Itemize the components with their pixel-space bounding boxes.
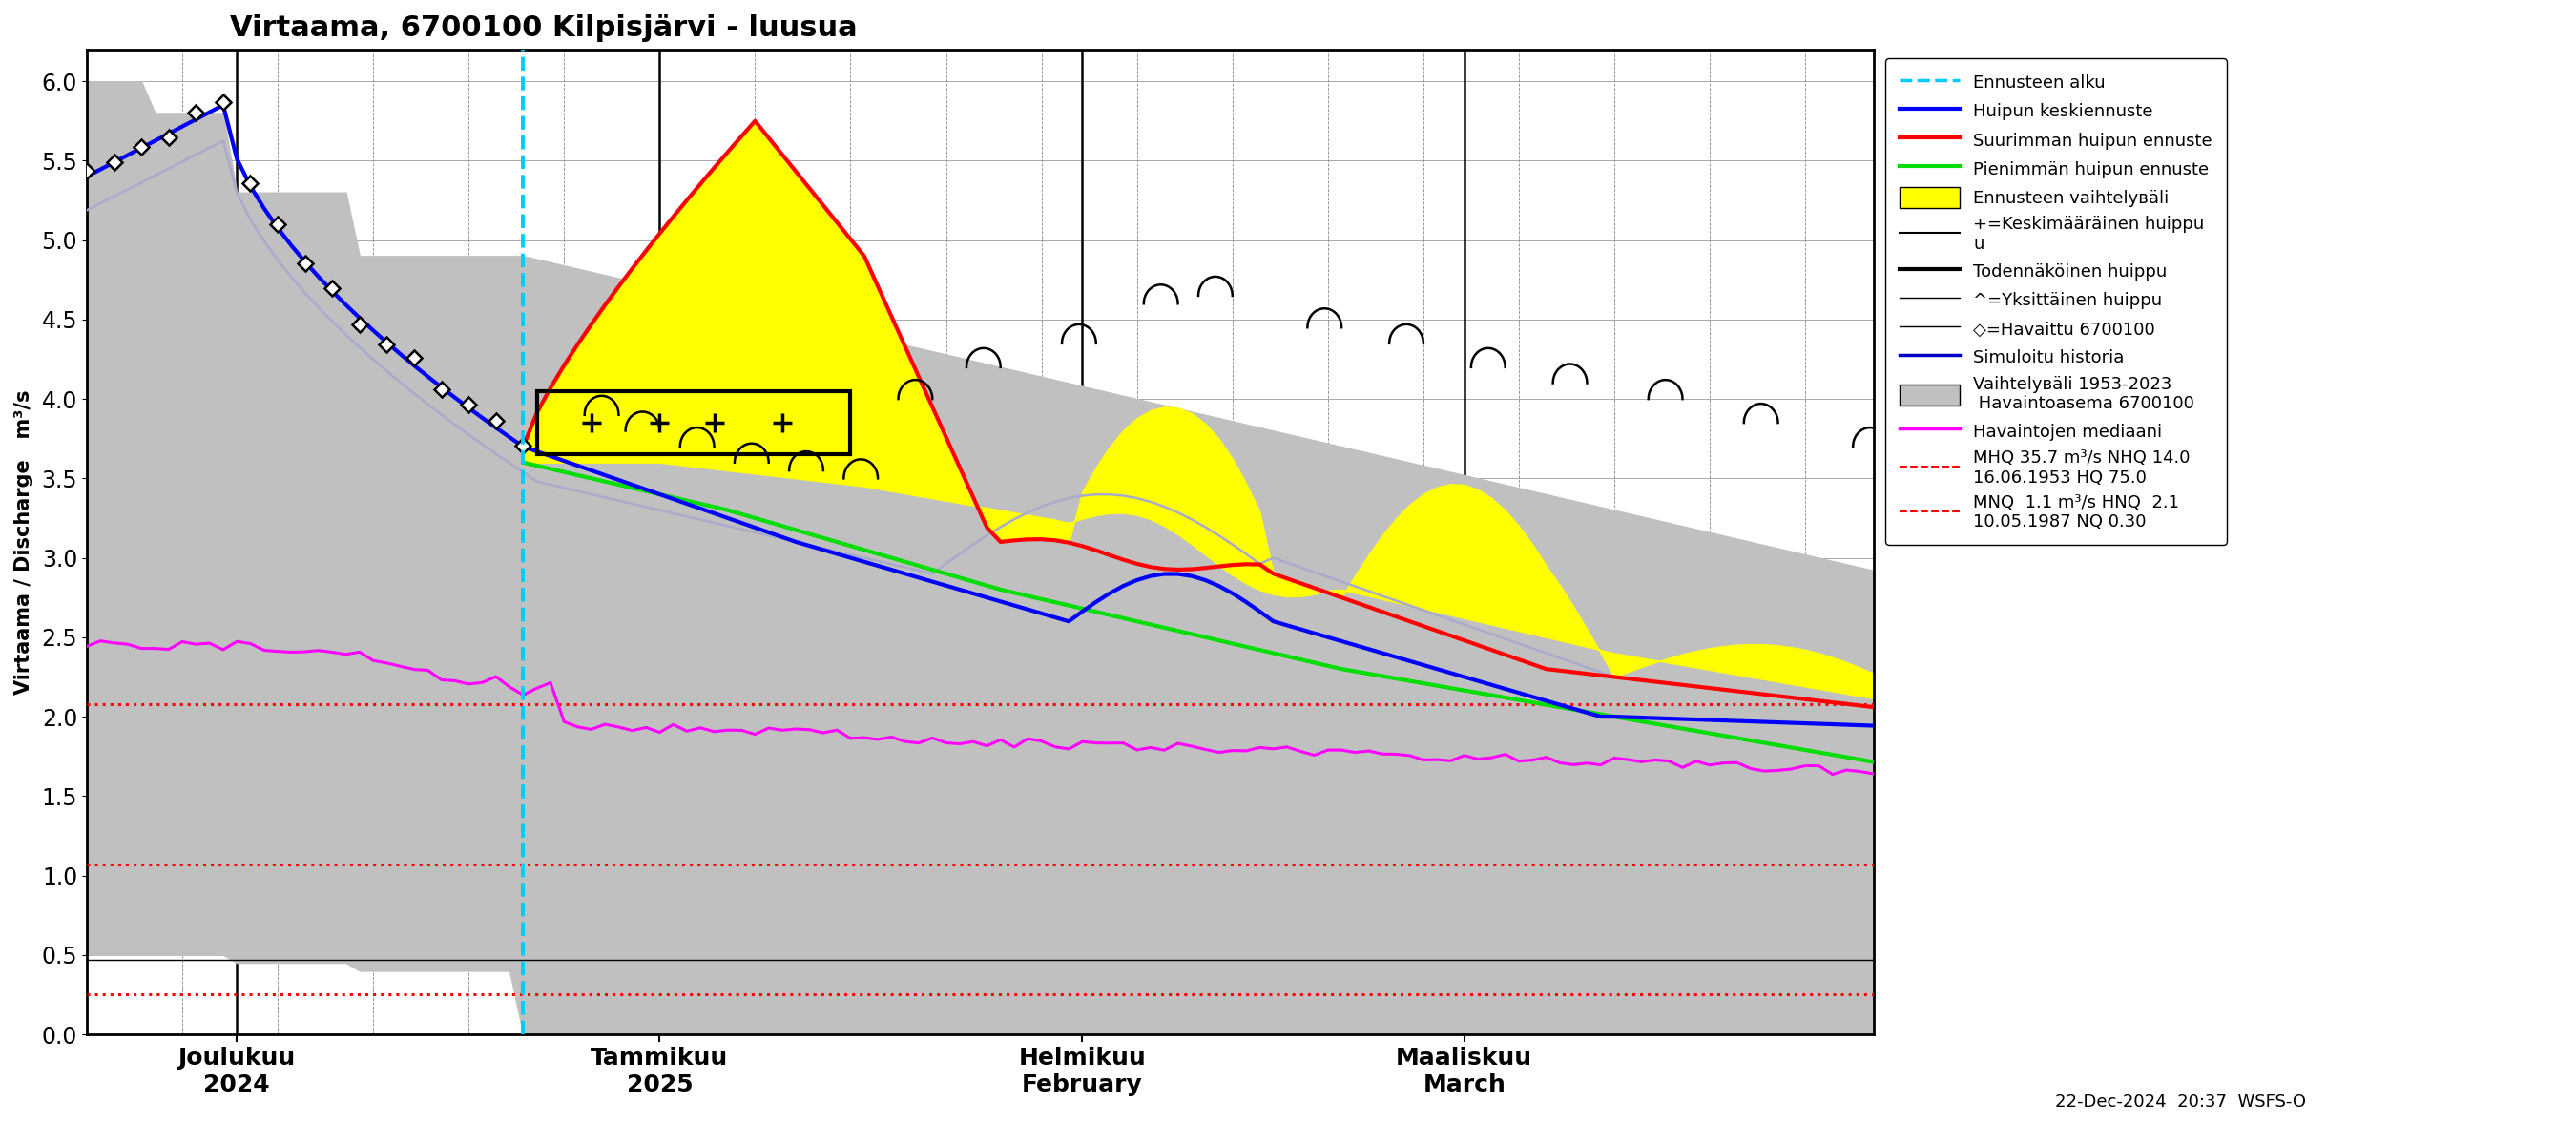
Legend: Ennusteen alku, Huipun keskiennuste, Suurimman huipun ennuste, Pienimmän huipun : Ennusteen alku, Huipun keskiennuste, Suu… bbox=[1886, 58, 2226, 545]
Text: Virtaama, 6700100 Kilpisjärvi - luusua: Virtaama, 6700100 Kilpisjärvi - luusua bbox=[229, 14, 858, 42]
Text: 22-Dec-2024  20:37  WSFS-O: 22-Dec-2024 20:37 WSFS-O bbox=[2056, 1093, 2306, 1111]
Bar bbox=[536, 392, 850, 455]
Y-axis label: Virtaama / Discharge   m³/s: Virtaama / Discharge m³/s bbox=[15, 389, 33, 694]
